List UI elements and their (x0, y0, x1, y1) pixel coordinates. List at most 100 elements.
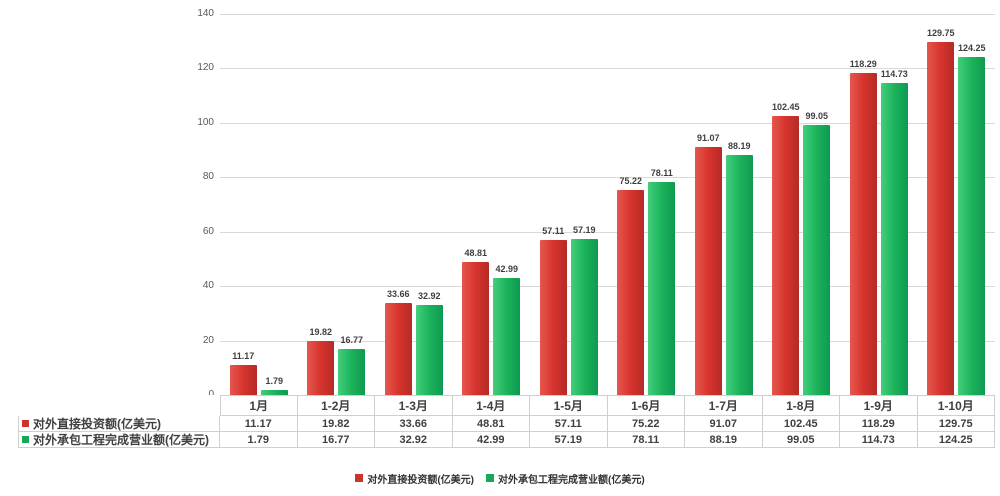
bar-value-label: 78.11 (650, 168, 673, 179)
bar-value-label: 118.29 (849, 59, 877, 70)
table-row-label-series2: 对外承包工程完成营业额(亿美元) (18, 432, 220, 448)
bar-value-label: 1.79 (265, 376, 284, 387)
bar-series1-1月: 11.17 (229, 351, 257, 395)
table-corner-cell (18, 395, 220, 416)
y-axis-tick-label-20: 20 (202, 334, 214, 346)
bar-series1-1-9月: 118.29 (850, 59, 877, 395)
table-header-1-5月: 1-5月 (530, 395, 608, 416)
bar-series2-1-3月: 32.92 (415, 291, 443, 395)
table-cell-series2-1-3月: 32.92 (375, 432, 453, 448)
bar-series1-1-2月: 19.82 (307, 327, 335, 395)
y-axis-tick-label-140: 140 (197, 8, 214, 19)
table-header-1-3月: 1-3月 (375, 395, 453, 416)
series1-swatch-icon (22, 420, 29, 427)
table-cell-series2-1-8月: 99.05 (762, 432, 840, 448)
bar-value-label: 48.81 (464, 248, 488, 259)
bar-value-label: 11.17 (232, 350, 255, 361)
bar-series1-1-7月: 91.07 (694, 133, 722, 395)
table-header-1-9月: 1-9月 (840, 395, 918, 416)
bar-series2-1-5月: 57.19 (570, 225, 598, 395)
bar-series2-1月: 1.79 (260, 376, 288, 395)
table-cell-series2-1月: 1.79 (220, 432, 298, 448)
table-cell-series1-1-2月: 19.82 (297, 416, 375, 432)
table-cell-series1-1-10月: 129.75 (917, 416, 995, 432)
table-cell-series1-1-4月: 48.81 (452, 416, 530, 432)
legend-label-series2: 对外承包工程完成营业额(亿美元) (498, 474, 645, 486)
legend-swatch-green-icon (486, 474, 494, 482)
bar-group-1-8月: 102.45 99.05 (763, 14, 841, 395)
bar-group-1-9月: 118.29 114.73 (840, 14, 918, 395)
y-axis-tick-label-0: 0 (208, 390, 214, 400)
bar-value-label: 57.19 (572, 225, 596, 236)
y-axis-tick-label-60: 60 (202, 225, 214, 237)
y-axis-tick-label-100: 100 (197, 116, 214, 128)
series2-swatch-icon (22, 436, 29, 443)
bar-value-label: 88.19 (727, 141, 751, 151)
gridline-60 (220, 231, 995, 233)
table-cell-series1-1-6月: 75.22 (607, 416, 685, 432)
legend-label-series1: 对外直接投资额(亿美元) (367, 474, 474, 486)
gridline-40 (220, 286, 995, 288)
bar-value-label: 19.82 (309, 327, 333, 338)
data-table: 1月 1-2月 1-3月 1-4月 1-5月 1-6月 1-7月 1-8月 1-9月 1-10月对… (18, 395, 995, 448)
y-axis-tick-label-40: 40 (202, 280, 214, 292)
table-header-1月: 1月 (220, 395, 298, 416)
table-cell-series1-1-9月: 118.29 (840, 416, 918, 432)
bar-value-label: 33.66 (386, 289, 410, 300)
table-cell-series2-1-6月: 78.11 (607, 432, 685, 448)
bar-series1-1-4月: 48.81 (462, 248, 490, 395)
bar-series1-1-8月: 102.45 (772, 102, 800, 395)
bar-group-1-5月: 57.11 57.19 (530, 14, 608, 395)
gridline-100 (220, 122, 995, 124)
bar-series1-1-6月: 75.22 (617, 176, 645, 395)
bar-group-1月: 11.17 1.79 (220, 14, 298, 395)
bar-value-label: 114.73 (880, 68, 908, 79)
bar-series1-1-3月: 33.66 (384, 289, 412, 395)
bar-group-1-3月: 33.66 32.92 (375, 14, 453, 395)
bar-series2-1-8月: 99.05 (803, 111, 831, 395)
table-row-label-series1: 对外直接投资额(亿美元) (18, 416, 220, 432)
bar-value-label: 99.05 (805, 111, 829, 122)
table-row-label-text: 对外直接投资额(亿美元) (33, 417, 161, 431)
bar-value-label: 42.99 (495, 264, 519, 275)
gridline-80 (220, 177, 995, 179)
bar-value-label: 124.25 (957, 42, 986, 53)
table-header-1-2月: 1-2月 (297, 395, 375, 416)
bar-series2-1-6月: 78.11 (648, 168, 676, 395)
table-header-1-7月: 1-7月 (685, 395, 763, 416)
table-cell-series1-1-8月: 102.45 (762, 416, 840, 432)
bar-series2-1-7月: 88.19 (725, 141, 753, 395)
table-cell-series1-1-7月: 91.07 (685, 416, 763, 432)
bar-group-1-7月: 91.07 88.19 (685, 14, 763, 395)
table-header-1-6月: 1-6月 (607, 395, 685, 416)
plot-area: 11.17 1.79 19.82 16.77 33.66 32.92 48.81 42.99 5… (220, 14, 995, 395)
y-axis-tick-label-120: 120 (197, 62, 214, 74)
table-header-1-8月: 1-8月 (762, 395, 840, 416)
bar-value-label: 16.77 (340, 335, 364, 346)
table-cell-series1-1月: 11.17 (220, 416, 298, 432)
bar-value-label: 32.92 (417, 291, 441, 302)
bar-group-1-4月: 48.81 42.99 (453, 14, 531, 395)
bar-group-1-2月: 19.82 16.77 (298, 14, 376, 395)
bar-series2-1-4月: 42.99 (493, 264, 521, 395)
bar-value-label: 102.45 (771, 102, 800, 113)
gridline-20 (220, 340, 995, 342)
chart-legend: 对外直接投资额(亿美元) 对外承包工程完成营业额(亿美元) (0, 471, 1000, 486)
bar-value-label: 129.75 (926, 27, 955, 38)
table-cell-series2-1-7月: 88.19 (685, 432, 763, 448)
bar-series1-1-10月: 129.75 (927, 28, 955, 395)
table-header-1-4月: 1-4月 (452, 395, 530, 416)
legend-swatch-red-icon (355, 474, 364, 482)
y-axis: 0 20 40 60 80 100 120 140 (120, 9, 214, 400)
bar-value-label: 91.07 (696, 133, 720, 144)
legend-item-series1: 对外直接投资额(亿美元) (355, 471, 474, 486)
table-cell-series2-1-4月: 42.99 (452, 432, 530, 448)
bar-series2-1-9月: 114.73 (881, 69, 908, 395)
table-cell-series2-1-5月: 57.19 (530, 432, 608, 448)
gridline-120 (220, 68, 995, 70)
gridline-140 (220, 14, 995, 15)
bar-group-1-6月: 75.22 78.11 (608, 14, 686, 395)
table-cell-series2-1-2月: 16.77 (297, 432, 375, 448)
table-cell-series1-1-3月: 33.66 (375, 416, 453, 432)
table-cell-series2-1-10月: 124.25 (917, 432, 995, 448)
